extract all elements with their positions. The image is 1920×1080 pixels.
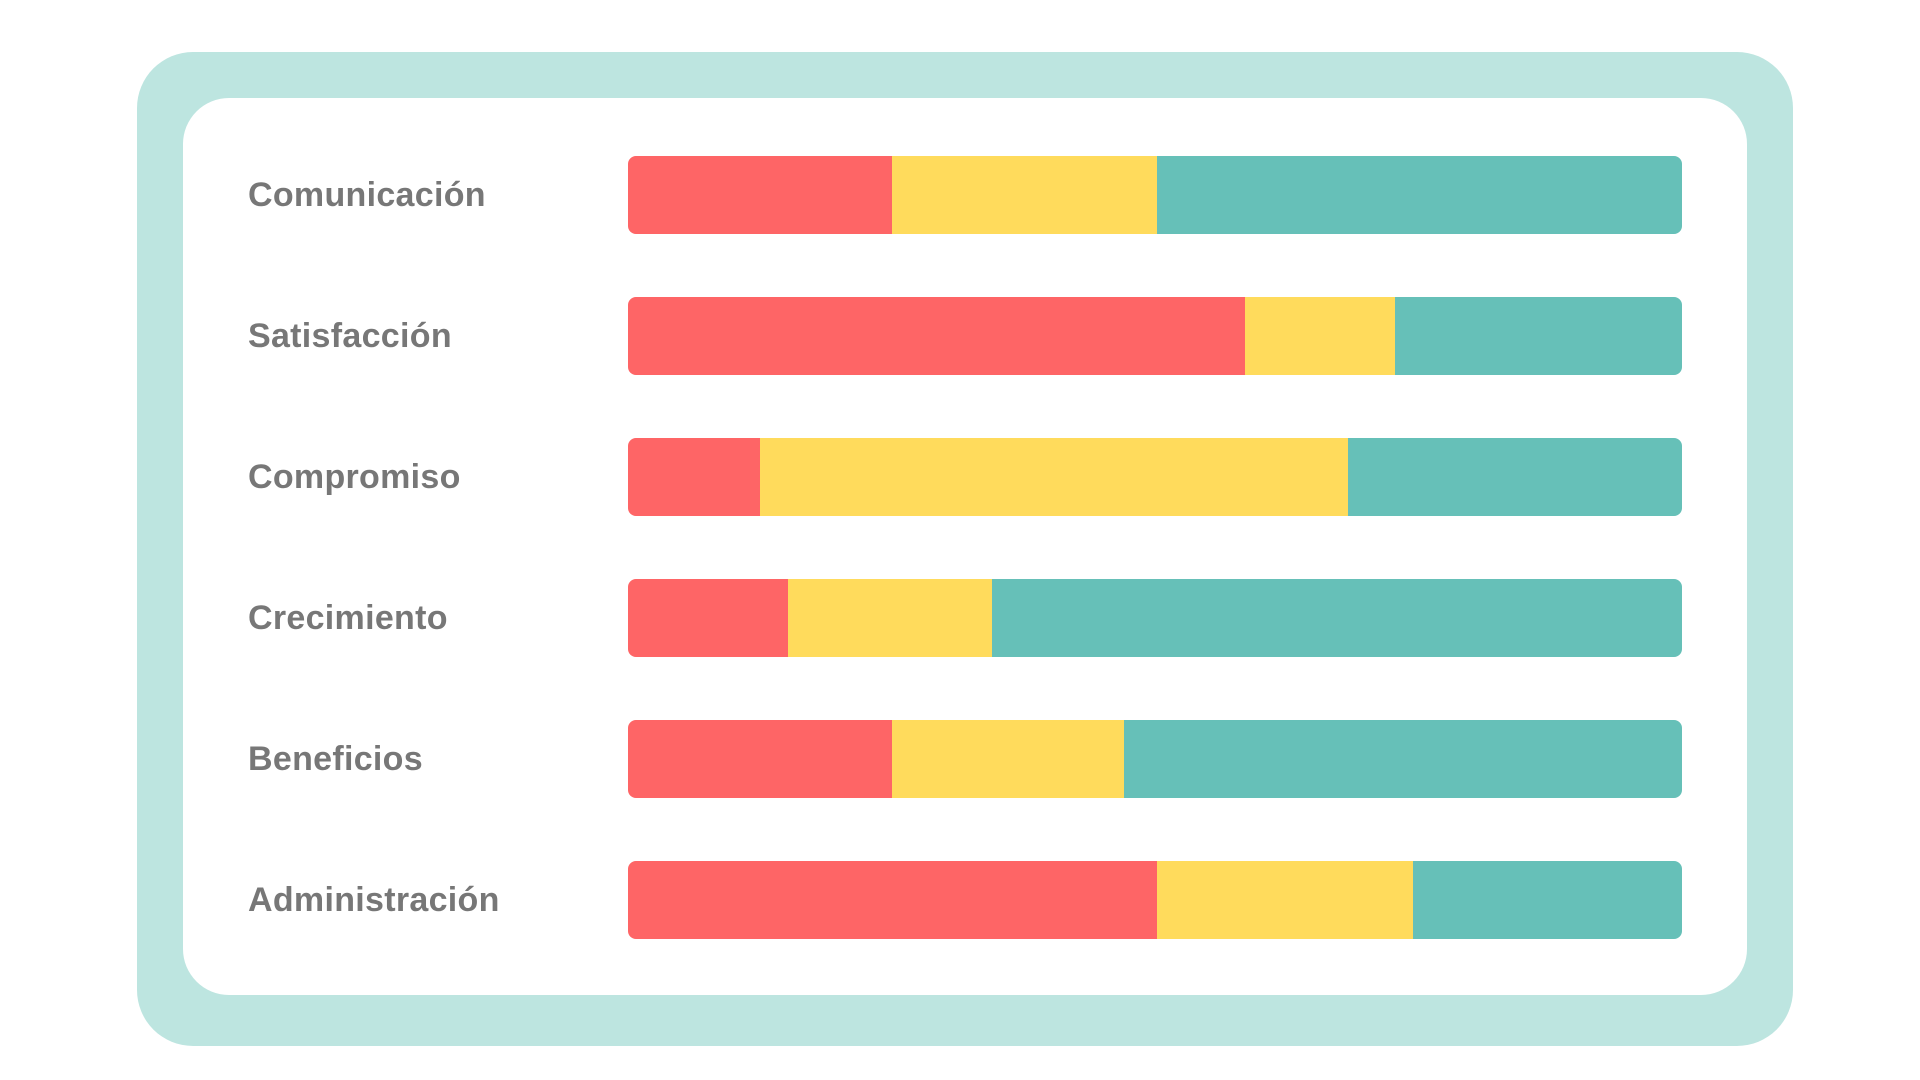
category-label: Beneficios xyxy=(248,740,423,778)
stacked-bar xyxy=(628,861,1682,939)
bar-segment-3 xyxy=(1124,720,1682,798)
bar-segment-3 xyxy=(1347,438,1682,516)
bar-segment-3 xyxy=(1413,861,1682,939)
chart-card: Comunicación Satisfacción Compromiso Crecim… xyxy=(183,98,1747,995)
bar-segment-1 xyxy=(628,579,789,657)
bar-segment-3 xyxy=(991,579,1682,657)
category-label: Compromiso xyxy=(248,458,461,496)
bar-segment-3 xyxy=(1157,156,1682,234)
bar-segment-3 xyxy=(1395,297,1682,375)
bar-segment-1 xyxy=(628,156,892,234)
category-label: Crecimiento xyxy=(248,599,448,637)
stacked-bar xyxy=(628,720,1682,798)
chart-frame: Comunicación Satisfacción Compromiso Crecim… xyxy=(137,52,1793,1046)
bar-segment-1 xyxy=(628,861,1158,939)
bar-segment-2 xyxy=(1244,297,1396,375)
bar-segment-1 xyxy=(628,438,760,516)
stacked-bar xyxy=(628,438,1682,516)
bar-segment-2 xyxy=(891,156,1158,234)
stacked-bar xyxy=(628,156,1682,234)
stacked-bar xyxy=(628,579,1682,657)
stacked-bar xyxy=(628,297,1682,375)
bar-segment-2 xyxy=(891,720,1125,798)
category-label: Administración xyxy=(248,881,500,919)
bar-segment-2 xyxy=(788,579,992,657)
category-label: Comunicación xyxy=(248,176,486,214)
category-label: Satisfacción xyxy=(248,317,452,355)
bar-segment-2 xyxy=(759,438,1348,516)
bar-segment-1 xyxy=(628,297,1245,375)
bar-segment-1 xyxy=(628,720,892,798)
bar-segment-2 xyxy=(1157,861,1414,939)
